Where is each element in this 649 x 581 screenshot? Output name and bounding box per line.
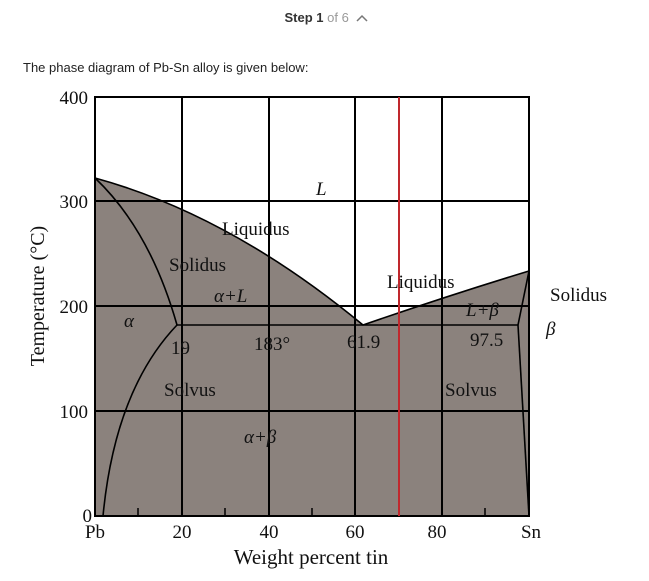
curve-label: Solidus [550, 285, 607, 306]
curve-label: Liquidus [387, 272, 455, 293]
region-label: L [315, 179, 327, 200]
x-tick-label: 60 [346, 522, 365, 543]
region-label: α+β [244, 427, 277, 448]
x-axis-label: Weight percent tin [234, 545, 389, 569]
point-label: 97.5 [470, 330, 503, 351]
x-tick-label: Pb [85, 522, 105, 543]
point-label: 183° [254, 334, 290, 355]
region-label: α [124, 311, 135, 332]
y-tick-label: 400 [60, 88, 89, 109]
step-count: of 6 [327, 10, 349, 25]
step-header[interactable]: Step 1 of 6 [0, 10, 649, 25]
x-tick-label: 20 [173, 522, 192, 543]
grid [94, 96, 530, 517]
phase-boundaries [94, 177, 530, 517]
y-tick-label: 300 [60, 192, 89, 213]
x-tick-label: 40 [260, 522, 279, 543]
intro-text: The phase diagram of Pb-Sn alloy is give… [23, 60, 309, 75]
collapse-caret[interactable] [356, 13, 368, 23]
region-label: L+β [465, 300, 499, 321]
curve-label: Solvus [164, 380, 216, 401]
x-tick-label: 80 [428, 522, 447, 543]
y-axis-label: Temperature (°C) [27, 226, 49, 366]
curve-label: Liquidus [222, 219, 290, 240]
y-tick-label: 0 [83, 506, 93, 527]
region-label: α+L [214, 286, 247, 307]
point-label: 61.9 [347, 332, 380, 353]
region-label: β [545, 319, 556, 340]
step-label: Step 1 [284, 10, 324, 25]
curve-label: Solidus [169, 255, 226, 276]
x-tick-label: Sn [521, 522, 542, 543]
curve-label: Solvus [445, 380, 497, 401]
solid-region [95, 178, 529, 516]
y-tick-label: 200 [60, 297, 89, 318]
y-ticks: 400 300 200 100 0 [60, 88, 93, 527]
x-ticks: Pb 20 40 60 80 Sn [85, 522, 542, 543]
point-label: 19 [171, 338, 190, 359]
y-tick-label: 100 [60, 402, 89, 423]
minor-ticks [137, 508, 486, 516]
